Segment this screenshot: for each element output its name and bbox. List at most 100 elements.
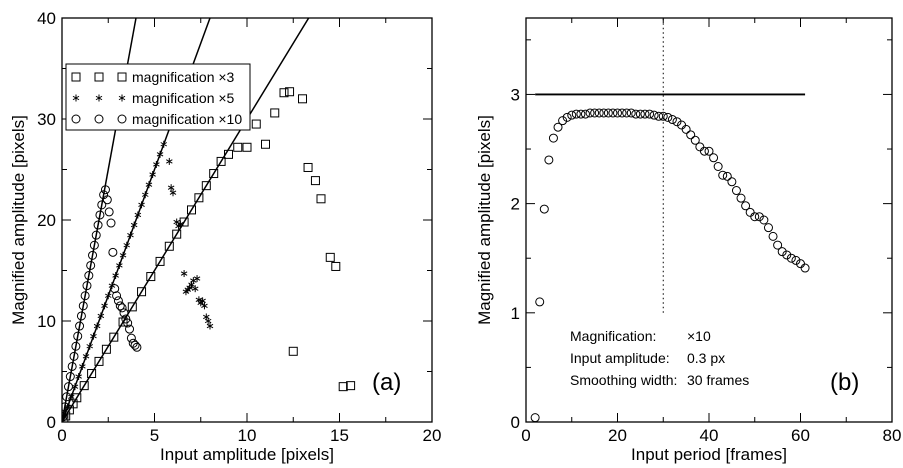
data-point-circle [590, 108, 600, 118]
data-point-circle [754, 212, 764, 222]
data-point-circle [130, 340, 140, 350]
data-point-star [112, 272, 119, 280]
data-point-circle [654, 111, 664, 121]
data-point-circle [73, 331, 83, 341]
x-tick-label: 40 [700, 426, 719, 445]
data-point-square [146, 272, 156, 282]
annotation-smoothing-value: 30 frames [687, 372, 749, 388]
data-point-circle [663, 112, 673, 122]
data-point-circle [530, 413, 540, 422]
data-point-star [64, 403, 71, 411]
y-tick-label: 0 [511, 413, 520, 432]
data-point-circle [78, 301, 88, 311]
y-axis-label-a: Magnified amplitude [pixels] [9, 115, 28, 325]
annotation-magnification-value: ×10 [687, 328, 711, 344]
data-point-circle [617, 108, 627, 118]
data-point-circle [709, 153, 719, 163]
data-point-circle [576, 109, 586, 119]
data-point-square [325, 252, 335, 262]
data-point-circle [75, 321, 85, 331]
data-point-circle [567, 110, 577, 120]
data-point-circle [745, 207, 755, 217]
legend-marker-star [95, 94, 103, 102]
legend-marker-square [117, 72, 127, 82]
data-point-star [90, 332, 97, 340]
data-point-star [199, 297, 206, 305]
data-point-circle [110, 284, 120, 294]
legend-marker-circle [94, 114, 104, 124]
data-point-circle [768, 231, 778, 241]
data-points-a [62, 87, 356, 422]
data-point-star [79, 362, 86, 370]
data-point-star [204, 317, 212, 325]
data-point-circle [106, 218, 116, 228]
data-point-circle [89, 240, 99, 250]
data-point-circle [558, 116, 568, 126]
data-point-star [62, 413, 68, 421]
data-point-circle [782, 250, 792, 260]
data-point-circle [741, 201, 751, 211]
data-point-circle [608, 108, 618, 118]
data-point-circle [562, 112, 572, 122]
data-point-square [118, 317, 128, 327]
data-point-square [101, 344, 111, 354]
data-point-star [97, 312, 105, 320]
data-point-star [86, 342, 94, 350]
annotation-amplitude-value: 0.3 px [687, 350, 725, 366]
y-tick-label: 20 [37, 211, 56, 230]
tick-marks-b [525, 18, 893, 423]
data-point-square [216, 156, 226, 166]
y-tick-label: 0 [47, 413, 56, 432]
data-point-circle [690, 135, 700, 145]
data-point-square [209, 169, 219, 179]
data-point-circle [112, 291, 122, 301]
data-point-square [270, 108, 280, 118]
data-point-circle [580, 109, 590, 119]
y-tick-label: 1 [511, 304, 520, 323]
data-point-circle [71, 341, 81, 351]
data-point-square [187, 205, 196, 215]
data-point-circle [62, 402, 70, 412]
data-point-star [166, 157, 173, 165]
legend-marker-star [118, 94, 126, 102]
data-point-circle [63, 382, 73, 392]
data-point-star [138, 201, 145, 209]
data-point-circle [65, 372, 75, 382]
tick-labels-a: 0 5 10 15 20 0 10 20 30 40 [37, 9, 441, 445]
data-point-circle [750, 212, 760, 222]
data-point-circle [84, 271, 94, 281]
annotation-magnification-label: Magnification: [570, 328, 656, 344]
data-point-circle [108, 247, 118, 257]
data-point-circle [104, 207, 114, 217]
data-point-circle [594, 108, 604, 118]
x-tick-label: 15 [330, 426, 349, 445]
data-point-circle [95, 210, 105, 220]
data-point-star [153, 160, 160, 168]
data-point-circle [631, 109, 641, 119]
data-point-circle [713, 161, 723, 171]
data-point-circle [76, 311, 86, 321]
data-point-star [119, 251, 127, 259]
data-point-circle [91, 230, 101, 240]
data-point-square [194, 193, 204, 203]
data-point-star [75, 373, 82, 381]
data-point-circle [622, 108, 632, 118]
data-point-square [310, 176, 320, 186]
data-point-circle [88, 250, 98, 260]
data-point-star [191, 285, 199, 293]
annotation-smoothing-label: Smoothing width: [570, 372, 677, 388]
data-point-circle [69, 351, 79, 361]
tick-marks-a [61, 17, 433, 423]
y-tick-label: 40 [37, 9, 56, 28]
data-point-circle [93, 220, 103, 230]
annotation-amplitude-label: Input amplitude: [570, 350, 670, 366]
data-point-circle [658, 111, 668, 121]
data-point-square [251, 119, 261, 129]
data-point-circle [731, 186, 741, 196]
tick-labels-b: 0 20 40 60 80 0 1 2 3 [511, 85, 902, 445]
data-point-star [116, 261, 123, 269]
data-point-star [101, 302, 108, 310]
reference-lines-b [535, 18, 806, 313]
data-point-square [164, 241, 174, 251]
data-point-circle [553, 122, 563, 132]
